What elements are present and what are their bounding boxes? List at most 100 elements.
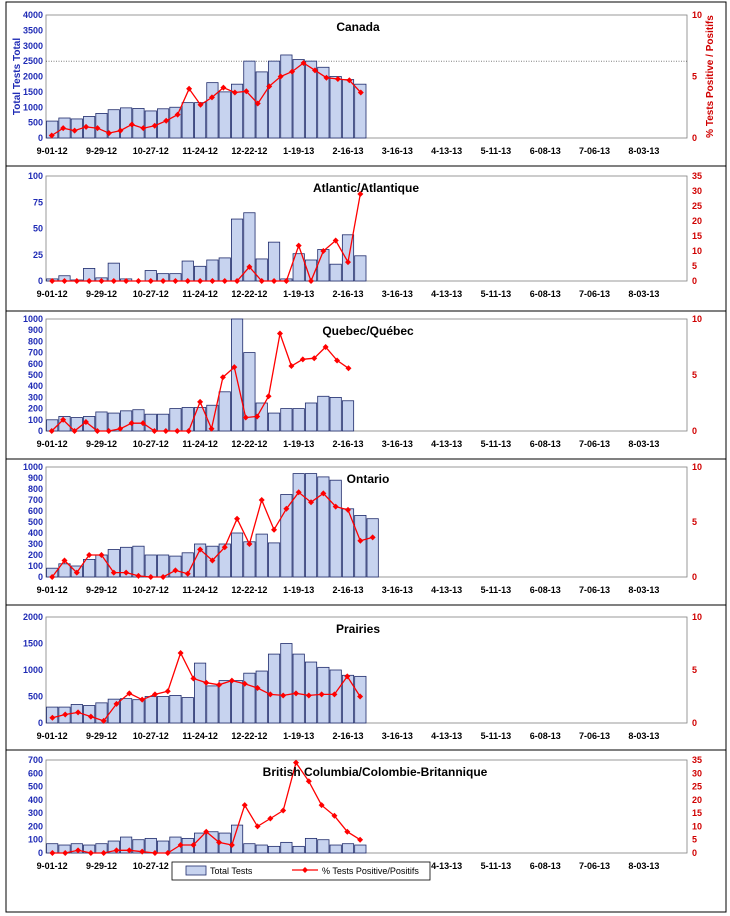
positivity-point xyxy=(300,59,307,66)
bar xyxy=(95,411,108,432)
bar xyxy=(194,662,207,724)
positivity-point xyxy=(357,693,364,700)
right-tick-label: 10 xyxy=(692,246,702,256)
positivity-point xyxy=(62,850,69,856)
bar xyxy=(354,83,367,139)
left-tick-label: 1000 xyxy=(23,665,43,675)
positivity-point xyxy=(174,428,181,434)
positivity-point xyxy=(308,278,315,284)
bar xyxy=(243,672,256,724)
positivity-point xyxy=(283,505,290,512)
x-tick-label: 8-03-13 xyxy=(628,439,659,449)
positivity-point xyxy=(357,537,364,544)
bar xyxy=(341,400,355,432)
bar xyxy=(144,554,157,578)
x-tick-label: 8-03-13 xyxy=(628,731,659,741)
bar xyxy=(255,71,268,139)
positivity-point xyxy=(288,363,295,370)
bar xyxy=(218,391,231,432)
left-tick-label: 500 xyxy=(28,782,43,792)
left-tick-label: 500 xyxy=(28,370,43,380)
right-tick-label: 30 xyxy=(692,768,702,778)
right-tick-label: 20 xyxy=(692,795,702,805)
positivity-point xyxy=(254,100,261,107)
left-tick-label: 700 xyxy=(28,348,43,358)
positivity-point xyxy=(228,677,235,684)
positivity-point xyxy=(277,73,284,80)
bar xyxy=(181,102,194,139)
bar xyxy=(255,533,268,578)
positivity-point xyxy=(177,842,184,849)
x-tick-label: 11-24-12 xyxy=(182,289,218,299)
x-tick-label: 1-19-13 xyxy=(283,439,314,449)
bar xyxy=(292,473,305,578)
positivity-point xyxy=(266,83,273,90)
x-tick-label: 12-22-12 xyxy=(231,585,267,595)
positivity-point xyxy=(311,67,318,74)
bar xyxy=(317,249,330,282)
x-tick-label: 3-16-13 xyxy=(382,289,413,299)
positivity-point xyxy=(318,802,325,809)
x-tick-label: 9-29-12 xyxy=(86,289,117,299)
positivity-point xyxy=(184,570,191,577)
bar xyxy=(107,698,120,724)
positivity-point xyxy=(203,828,210,835)
x-tick-label: 7-06-13 xyxy=(579,731,610,741)
bar xyxy=(70,843,83,854)
positivity-point xyxy=(305,778,312,785)
bar xyxy=(317,66,330,139)
positivity-point xyxy=(334,75,341,82)
positivity-point xyxy=(139,848,146,855)
chart-title: Prairies xyxy=(336,622,380,636)
right-tick-label: 0 xyxy=(692,848,697,858)
x-tick-label: 4-13-13 xyxy=(431,731,462,741)
positivity-point xyxy=(334,357,341,364)
positivity-point xyxy=(203,679,210,686)
x-tick-label: 9-29-12 xyxy=(86,731,117,741)
bar xyxy=(218,543,231,578)
left-tick-label: 900 xyxy=(28,325,43,335)
positivity-point xyxy=(60,416,67,423)
x-tick-label: 2-16-13 xyxy=(332,585,363,595)
x-tick-label: 11-24-12 xyxy=(182,439,218,449)
bar xyxy=(132,409,145,432)
positivity-point xyxy=(110,278,117,284)
left-tick-label: 2500 xyxy=(23,56,43,66)
positivity-point xyxy=(105,130,112,137)
x-tick-label: 1-19-13 xyxy=(283,585,314,595)
right-tick-label: 10 xyxy=(692,10,702,20)
positivity-point xyxy=(126,847,133,854)
positivity-point xyxy=(49,574,56,580)
right-tick-label: 5 xyxy=(692,261,697,271)
x-tick-label: 9-29-12 xyxy=(86,861,117,871)
x-tick-label: 2-16-13 xyxy=(332,289,363,299)
positivity-point xyxy=(162,428,169,434)
x-tick-label: 11-24-12 xyxy=(182,731,218,741)
positivity-point xyxy=(271,278,278,284)
bar xyxy=(267,412,281,432)
positivity-point xyxy=(71,127,78,134)
right-tick-label: 35 xyxy=(692,171,702,181)
bar xyxy=(194,407,207,432)
left-tick-label: 100 xyxy=(28,561,43,571)
positivity-point xyxy=(208,425,215,432)
positivity-point xyxy=(267,691,274,698)
right-tick-label: 5 xyxy=(692,370,697,380)
right-tick-label: 15 xyxy=(692,231,702,241)
positivity-point xyxy=(357,191,364,197)
chart-panel-5: 0 500 1000 1500 2000 0 5 10 9-01-12 9-29-12 10-27-… xyxy=(5,604,727,751)
bar xyxy=(95,702,108,724)
chart-panel-6: 0 100 200 300 400 500 600 700 0 5 10 15 20 25 30 35 9-01… xyxy=(5,749,727,913)
x-tick-label: 2-16-13 xyxy=(332,439,363,449)
x-tick-label: 11-24-12 xyxy=(182,585,218,595)
bar xyxy=(169,695,182,724)
left-tick-label: 200 xyxy=(28,550,43,560)
bar xyxy=(120,107,133,139)
right-tick-label: 0 xyxy=(692,276,697,286)
positivity-point xyxy=(160,278,167,284)
bar xyxy=(304,473,318,578)
left-tick-label: 1500 xyxy=(23,639,43,649)
left-tick-label: 0 xyxy=(38,426,43,436)
bar xyxy=(181,552,194,578)
positivity-point xyxy=(331,691,338,698)
